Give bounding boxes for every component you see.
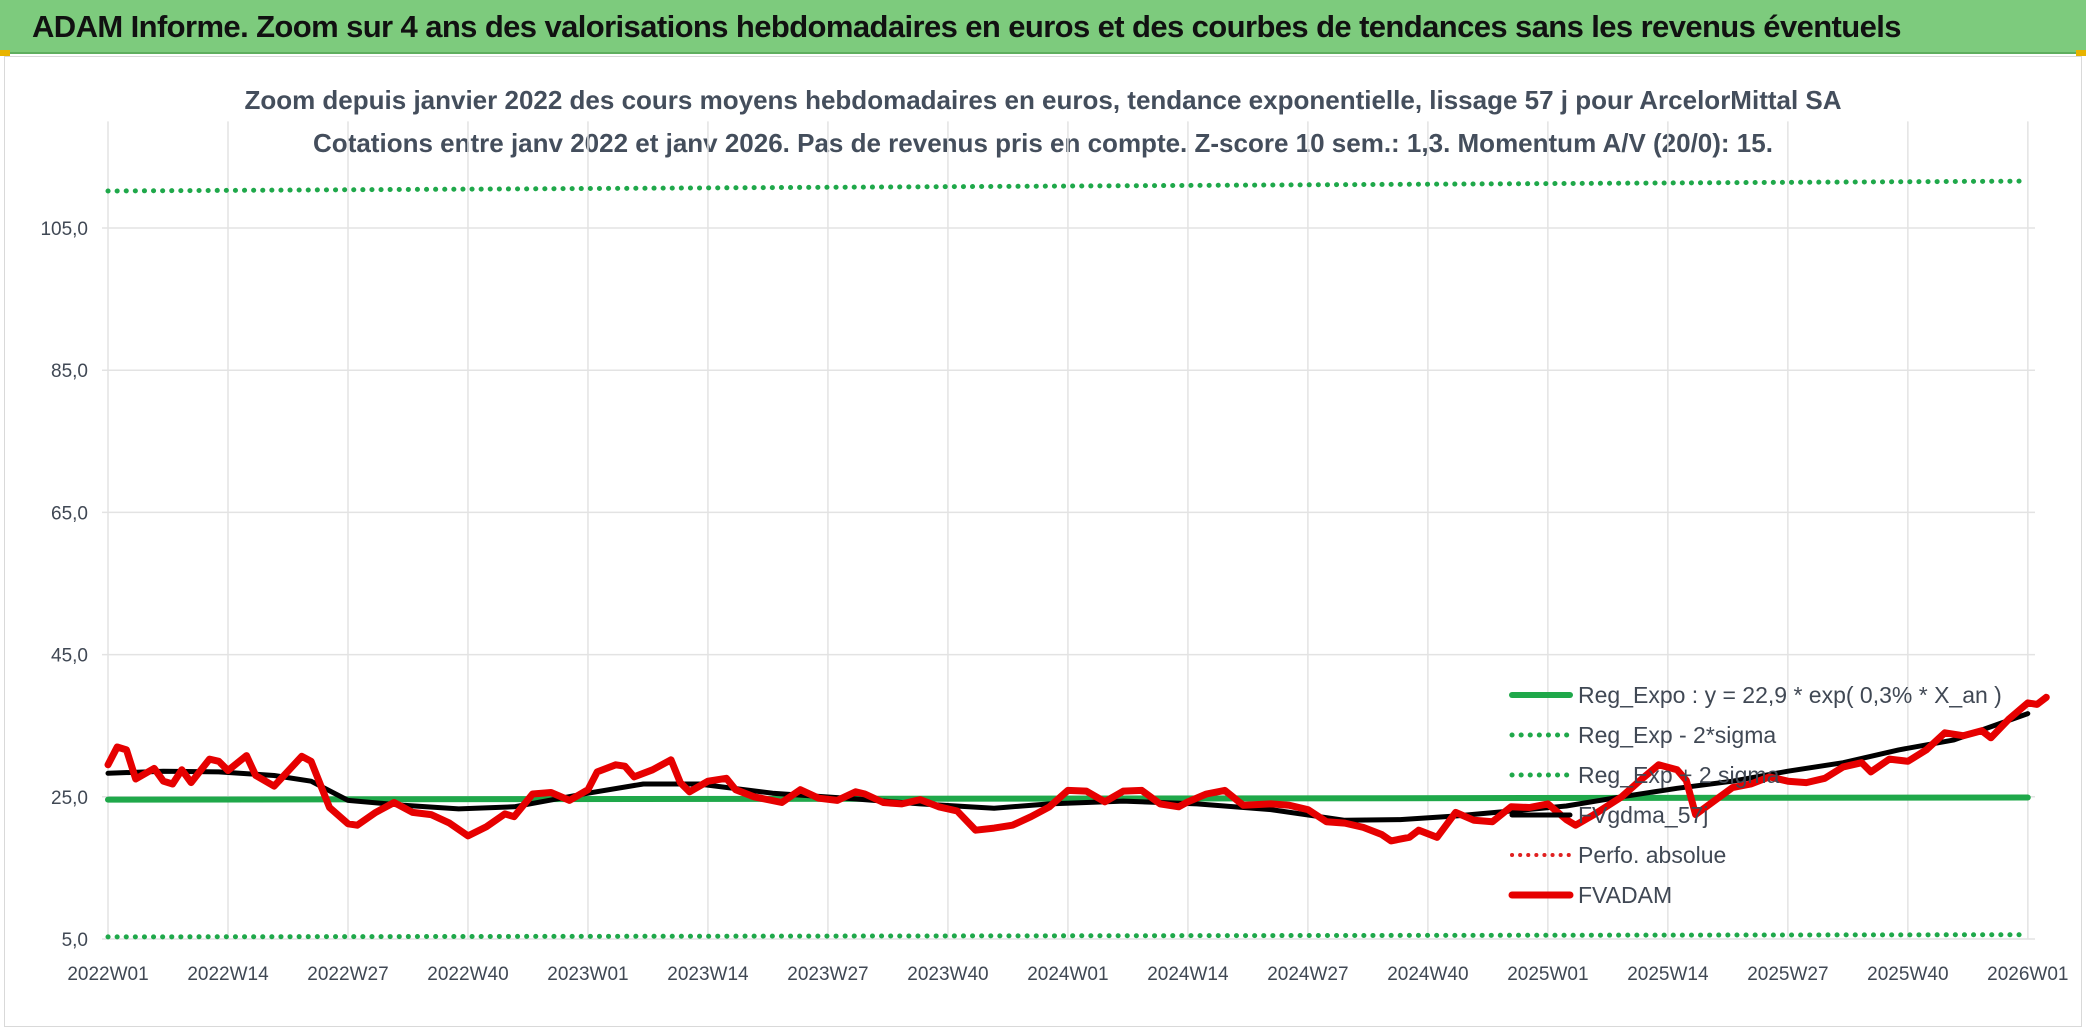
banner-title: ADAM Informe. Zoom sur 4 ans des valoris… (32, 9, 1902, 44)
chart-title: Zoom depuis janvier 2022 des cours moyen… (244, 85, 1841, 115)
y-tick-label: 85,0 (51, 361, 88, 382)
x-tick-label: 2025W27 (1747, 964, 1828, 985)
legend: Reg_Expo : y = 22,9 * exp( 0,3% * X_an )… (1508, 682, 2002, 908)
y-tick-label: 65,0 (51, 503, 88, 524)
x-tick-label: 2023W40 (907, 964, 988, 985)
corner-marker-right (2076, 50, 2086, 56)
y-tick-label: 5,0 (62, 930, 88, 951)
series-line-reg-expo (105, 794, 2031, 803)
legend-label: Reg_Exp + 2 sigma (1578, 762, 1780, 788)
y-tick-label: 25,0 (51, 788, 88, 809)
x-tick-label: 2024W27 (1267, 964, 1348, 985)
legend-label: FVADAM (1578, 882, 1672, 908)
series-lines (104, 178, 2050, 940)
title-banner: ADAM Informe. Zoom sur 4 ans des valoris… (0, 0, 2086, 54)
x-tick-label: 2022W27 (307, 964, 388, 985)
x-axis-ticks: 2022W01 2022W14 2022W27 2022W40 2023W01 2023W… (67, 964, 2068, 985)
series-line-fvadam (104, 693, 2050, 845)
legend-label: Reg_Exp - 2*sigma (1578, 722, 1776, 748)
x-tick-label: 2025W01 (1507, 964, 1588, 985)
x-tick-label: 2023W14 (667, 964, 749, 985)
chart-subtitle: Cotations entre janv 2022 et janv 2026. … (313, 128, 1773, 158)
x-tick-label: 2024W14 (1147, 964, 1229, 985)
legend-label: Perfo. absolue (1578, 842, 1726, 868)
plot-frame (4, 56, 2082, 1027)
y-tick-label: 105,0 (40, 219, 88, 240)
legend-label: FVgdma_57j (1578, 802, 1708, 828)
x-tick-label: 2025W40 (1867, 964, 1948, 985)
x-tick-label: 2022W40 (427, 964, 508, 985)
x-tick-label: 2022W01 (67, 964, 148, 985)
x-tick-label: 2023W01 (547, 964, 628, 985)
x-tick-label: 2024W40 (1387, 964, 1468, 985)
x-tick-label: 2023W27 (787, 964, 868, 985)
y-tick-label: 45,0 (51, 646, 88, 667)
x-tick-label: 2025W14 (1627, 964, 1709, 985)
x-tick-label: 2026W01 (1987, 964, 2068, 985)
legend-label: Reg_Expo : y = 22,9 * exp( 0,3% * X_an ) (1578, 682, 2002, 708)
x-tick-label: 2024W01 (1027, 964, 1108, 985)
grid (102, 121, 2035, 940)
series-line-reg-exp-2-sigma (105, 932, 2031, 940)
corner-marker-left (0, 50, 10, 56)
series-line-reg-exp-2-sigma (105, 178, 2031, 194)
x-tick-label: 2022W14 (187, 964, 269, 985)
y-axis-ticks: 5,0 25,0 45,0 65,0 85,0 105,0 (40, 219, 88, 951)
